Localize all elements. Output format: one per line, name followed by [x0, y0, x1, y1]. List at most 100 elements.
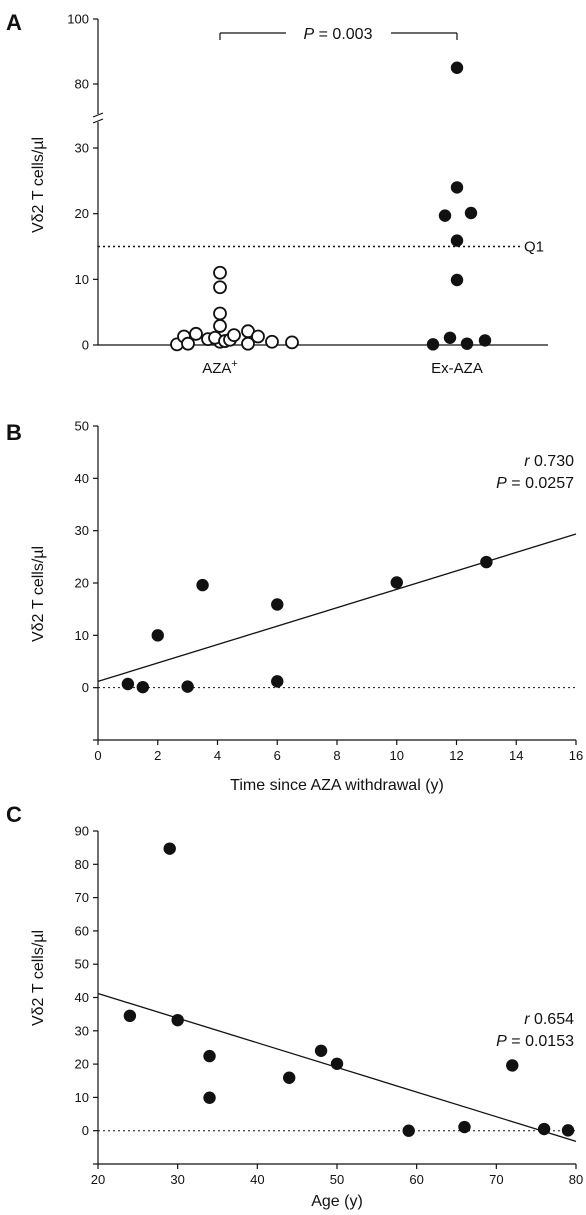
panel-b-x-tick-label: 4: [214, 748, 221, 763]
panel-c-y-tick-label: 90: [75, 824, 89, 839]
panel-a-ex-aza-point: [460, 337, 474, 350]
panel-a-y-axis-label: Vδ2 T cells/µl: [30, 137, 47, 233]
panel-a-ex-aza-point: [464, 206, 478, 220]
panel-b-x-tick-label: 12: [449, 748, 463, 763]
panel-b-y-tick-label: 0: [82, 680, 89, 695]
panel-a-aza-point: [251, 329, 265, 344]
panel-b-y-axis-label: Vδ2 T cells/µl: [30, 546, 47, 642]
panel-c-letter: C: [6, 802, 22, 827]
panel-a-ex-aza-point: [443, 331, 457, 344]
panel-c-x-tick-label: 40: [250, 1172, 264, 1187]
panel-a-ex-aza-point: [450, 273, 464, 287]
panel-b-p-value: P = 0.0257: [496, 475, 574, 492]
panel-b-x-tick-label: 6: [274, 748, 281, 763]
panel-c-data-point: [330, 1057, 344, 1070]
panel-c-data-point: [123, 1009, 137, 1023]
panel-b-data-point: [196, 578, 209, 592]
panel-b-y-tick-label: 20: [75, 576, 89, 591]
panel-a-y-tick-label: 30: [75, 141, 89, 156]
panel-a-aza-point: [213, 265, 227, 280]
panel-a-axis-break-mark: [92, 118, 104, 124]
panel-c-r-value: r 0.654: [524, 1011, 574, 1028]
panel-c-y-tick-label: 0: [82, 1123, 89, 1138]
panel-c-x-tick-label: 30: [170, 1172, 184, 1187]
panel-c-y-tick-label: 10: [75, 1090, 89, 1105]
panel-a-y-tick-label: 100: [67, 12, 89, 27]
panel-b-data-point: [121, 677, 135, 691]
panel-b-y-tick-label: 30: [75, 523, 89, 538]
panel-c-data-point: [458, 1120, 471, 1134]
panel-c-p-value: P = 0.0153: [496, 1033, 574, 1050]
panel-a-aza-point: [285, 335, 299, 350]
panel-c-x-axis-label: Age (y): [311, 1193, 363, 1210]
panel-b-y-tick-label: 10: [75, 628, 89, 643]
panel-c-x-tick-label: 20: [91, 1172, 105, 1187]
panel-a-aza-point: [265, 334, 279, 349]
panel-b-x-tick-label: 8: [333, 748, 340, 763]
panel-c-data-point: [283, 1071, 296, 1084]
panel-a-aza-point: [189, 326, 203, 341]
panel-b-x-axis-label: Time since AZA withdrawal (y): [230, 777, 444, 794]
panel-a-y-tick-label: 0: [82, 338, 89, 353]
panel-a-p-value: P = 0.003: [304, 26, 373, 43]
panel-a-ex-aza-point: [450, 234, 464, 247]
panel-c-x-tick-label: 70: [489, 1172, 503, 1187]
panel-b-data-point: [136, 680, 150, 694]
panel-c-y-tick-label: 30: [75, 1023, 89, 1038]
panel-a-ex-aza-point: [426, 338, 440, 351]
panel-b-regression-line: [97, 533, 577, 683]
panel-c-data-point: [561, 1124, 575, 1137]
panel-b-x-tick-label: 0: [94, 748, 101, 763]
panel-a-ex-aza-point: [438, 209, 452, 222]
panel-c-data-point: [171, 1013, 184, 1027]
panel-b-x-tick-label: 10: [390, 748, 404, 763]
panel-a-ex-aza-point: [450, 61, 464, 74]
panel-c-y-tick-label: 80: [75, 857, 89, 872]
panel-a-letter: A: [6, 10, 22, 35]
panel-b-letter: B: [6, 420, 22, 445]
panel-a-aza-point: [227, 328, 241, 343]
panel-c-data-point: [402, 1124, 415, 1137]
panel-b-data-point: [480, 555, 493, 569]
panel-c-data-point: [203, 1091, 216, 1104]
panel-a-category-label: Ex-AZA: [431, 360, 483, 377]
panel-a-y-tick-label: 80: [75, 77, 89, 92]
panel-a-category-label: AZA+: [202, 358, 238, 377]
panel-a-aza-point: [213, 306, 227, 321]
panel-a-aza-point: [181, 336, 195, 351]
panel-b-x-tick-label: 16: [569, 748, 583, 763]
panel-c-data-point: [537, 1122, 551, 1136]
panel-b-r-value: r 0.730: [524, 453, 574, 470]
panel-b-y-tick-label: 50: [75, 419, 89, 434]
panel-b-data-point: [390, 576, 403, 589]
panel-c-y-axis-label: Vδ2 T cells/µl: [30, 930, 47, 1026]
panel-c-x-tick-label: 80: [569, 1172, 583, 1187]
panel-c-data-point: [203, 1049, 216, 1063]
panel-b-data-point: [271, 598, 284, 611]
panel-c-data-point: [163, 842, 176, 855]
panel-a-ex-aza-point: [450, 181, 464, 194]
panel-b-data-point: [151, 629, 164, 642]
panel-b-x-tick-label: 2: [154, 748, 161, 763]
panel-c-y-tick-label: 20: [75, 1057, 89, 1072]
panel-a-ex-aza-point: [478, 334, 492, 347]
panel-a-axis-break-mark: [92, 112, 104, 118]
panel-b-data-point: [181, 680, 194, 693]
panel-a-q1-label: Q1: [524, 239, 544, 256]
panel-b: B Vδ2 T cells/µl Time since AZA withdraw…: [6, 419, 583, 795]
panel-b-y-tick-label: 40: [75, 471, 89, 486]
panel-c-y-tick-label: 70: [75, 890, 89, 905]
panel-b-x-tick-label: 14: [509, 748, 523, 763]
panel-c-y-tick-label: 50: [75, 957, 89, 972]
panel-c-y-tick-label: 40: [75, 990, 89, 1005]
panel-c: C Vδ2 T cells/µl Age (y) 0 10 20 30 40 50 60 70…: [6, 802, 583, 1210]
panel-a-aza-point: [213, 319, 227, 333]
panel-a: A Vδ2 T cells/µl 0 10 20 30 80 100 AZA+ Ex-AZA Q…: [6, 10, 548, 377]
panel-a-y-tick-label: 20: [75, 206, 89, 221]
panel-c-data-point: [314, 1044, 328, 1057]
panel-c-x-tick-label: 50: [330, 1172, 344, 1187]
panel-b-data-point: [271, 675, 284, 688]
panel-c-data-point: [506, 1059, 519, 1072]
panel-a-aza-point: [213, 280, 227, 295]
